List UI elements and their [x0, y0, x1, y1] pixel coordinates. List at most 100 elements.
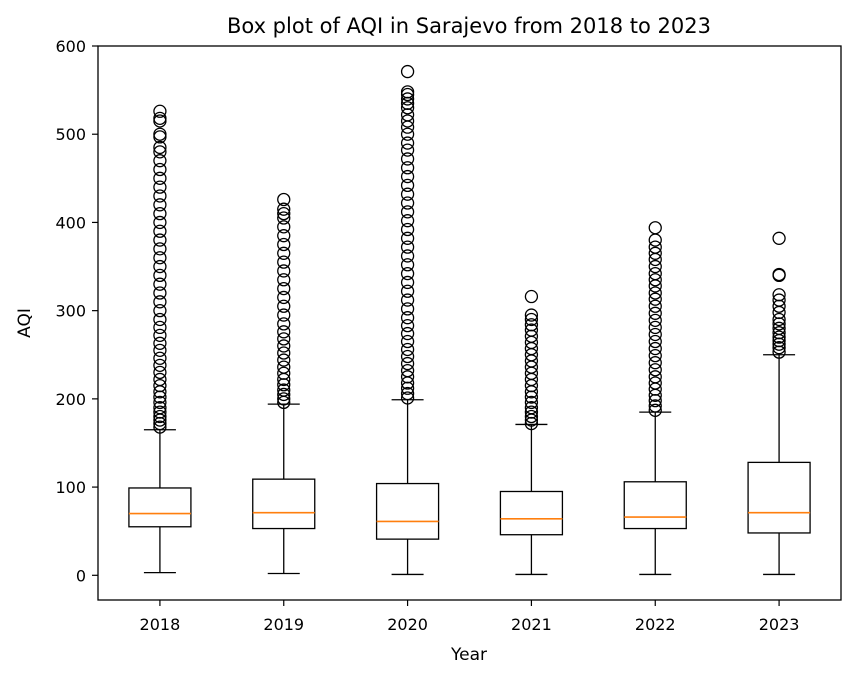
outlier-point	[153, 358, 167, 372]
outlier-point	[153, 328, 167, 343]
outlier-point	[400, 240, 415, 254]
outlier-point	[153, 154, 167, 168]
outlier-point	[153, 409, 167, 424]
y-tick-label: 400	[55, 213, 86, 232]
outlier-point	[772, 341, 786, 355]
outlier-point	[648, 356, 662, 370]
outlier-point	[524, 289, 539, 304]
outlier-point	[400, 127, 415, 141]
outlier-point	[400, 161, 415, 175]
outlier-point	[277, 246, 291, 260]
outlier-point	[772, 231, 786, 245]
x-tick-label: 2019	[263, 615, 304, 634]
outlier-point	[648, 259, 662, 274]
outlier-point	[400, 363, 415, 378]
outlier-point	[772, 312, 786, 327]
outlier-point	[648, 246, 662, 260]
outlier-point	[648, 266, 662, 281]
outlier-point	[772, 321, 786, 335]
outlier-point	[277, 299, 291, 313]
outlier-point	[400, 391, 415, 405]
x-tick-label: 2021	[511, 615, 552, 634]
outlier-point	[648, 376, 662, 390]
outlier-point	[648, 399, 662, 413]
outlier-point	[400, 249, 415, 263]
y-tick-label: 100	[55, 478, 86, 497]
outlier-point	[153, 365, 167, 380]
outlier-point	[153, 140, 167, 155]
outlier-point	[153, 268, 167, 283]
outlier-point	[277, 332, 291, 346]
outlier-point	[400, 152, 415, 166]
outlier-point	[277, 353, 291, 367]
outlier-point	[400, 334, 415, 349]
box-iqr	[252, 478, 316, 530]
outlier-point	[277, 392, 291, 406]
outlier-point	[153, 405, 167, 419]
outlier-point	[648, 240, 662, 254]
outlier-point	[153, 372, 167, 387]
outlier-point	[400, 178, 415, 193]
outlier-point	[153, 171, 167, 185]
outlier-point	[648, 334, 662, 349]
outlier-point	[400, 114, 415, 128]
outlier-point	[277, 339, 291, 353]
outlier-point	[153, 336, 167, 350]
y-tick-label: 500	[55, 125, 86, 144]
outlier-point	[277, 281, 291, 296]
outlier-point	[400, 187, 415, 201]
outlier-point	[524, 405, 539, 419]
outlier-point	[153, 162, 167, 177]
outlier-point	[400, 169, 415, 184]
outlier-point	[153, 343, 167, 357]
outlier-point	[400, 196, 415, 210]
outlier-point	[277, 366, 291, 380]
outlier-point	[400, 205, 415, 219]
outlier-point	[524, 312, 539, 327]
outlier-point	[648, 348, 662, 363]
outlier-point	[153, 224, 167, 238]
outlier-point	[400, 231, 415, 245]
outlier-point	[277, 229, 291, 243]
plot-area	[128, 64, 811, 576]
outlier-point	[277, 308, 291, 322]
box-group-2022	[623, 221, 687, 576]
outlier-point	[153, 251, 167, 265]
outlier-point	[277, 202, 291, 216]
outlier-point	[277, 346, 291, 360]
outlier-point	[400, 284, 415, 298]
box-group-2023	[747, 231, 811, 576]
outlier-point	[153, 312, 167, 327]
plot-frame	[97, 45, 842, 601]
outlier-point	[153, 145, 167, 159]
outlier-point	[648, 299, 662, 313]
outlier-point	[648, 341, 662, 356]
outlier-point	[153, 277, 167, 291]
outlier-point	[277, 192, 291, 207]
outlier-point	[153, 104, 167, 118]
y-tick-label: 600	[55, 37, 86, 56]
outlier-point	[772, 267, 786, 282]
outlier-point	[524, 318, 539, 332]
outlier-point	[400, 64, 415, 79]
outlier-point	[772, 326, 786, 340]
outlier-point	[648, 313, 662, 328]
outlier-point	[524, 409, 539, 424]
outlier-point	[400, 85, 415, 99]
box-iqr	[623, 481, 687, 530]
outlier-point	[648, 273, 662, 287]
outlier-point	[524, 401, 539, 415]
outlier-point	[400, 214, 415, 228]
outlier-point	[400, 92, 415, 106]
x-tick-label: 2023	[759, 615, 800, 634]
box-iqr	[375, 482, 440, 540]
outlier-point	[400, 386, 415, 401]
chart-title: Box plot of AQI in Sarajevo from 2018 to…	[227, 14, 711, 38]
outlier-point	[400, 326, 415, 341]
outlier-point	[400, 258, 415, 272]
outlier-point	[772, 330, 786, 344]
outlier-point	[400, 356, 415, 371]
outlier-point	[277, 237, 291, 252]
outlier-point	[153, 189, 167, 203]
